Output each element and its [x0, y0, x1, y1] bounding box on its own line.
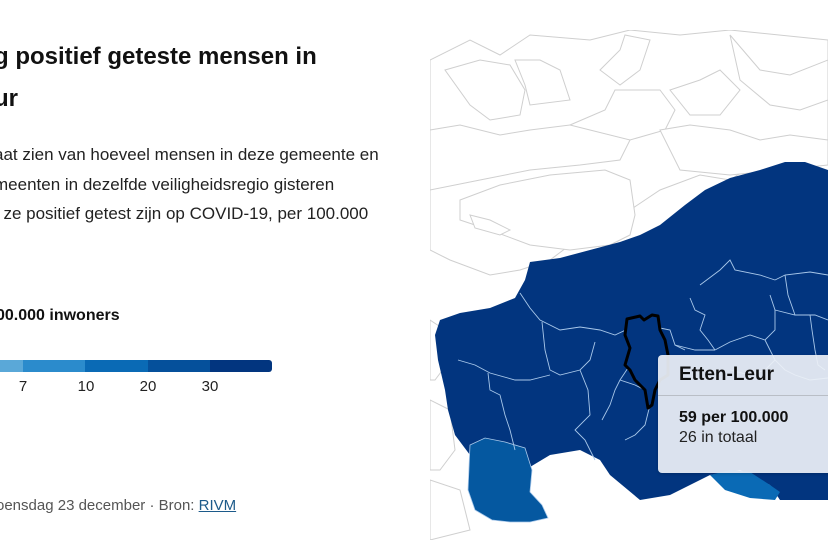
- page-title: g positief geteste mensen in ur: [0, 36, 317, 120]
- description-line-3: t ze positief getest zijn op COVID-19, p…: [0, 204, 369, 223]
- municipality-medium[interactable]: [467, 437, 549, 523]
- tooltip-municipality-name: Etten-Leur: [658, 355, 828, 396]
- legend-tick-label: 10: [77, 378, 95, 395]
- map-tooltip: Etten-Leur 59 per 100.000 26 in totaal: [658, 355, 828, 473]
- source-link-rivm[interactable]: RIVM: [198, 497, 237, 514]
- legend-segment-3: [148, 360, 210, 372]
- legend-segment-4: [210, 360, 272, 372]
- description-line-2: meenten in dezelfde veiligheidsregio gis…: [0, 174, 335, 194]
- municipality-etten-leur-selected[interactable]: [623, 313, 670, 410]
- legend-color-scale: [0, 360, 272, 372]
- legend-tick-label: 30: [201, 378, 219, 395]
- title-line-1: g positief geteste mensen in: [0, 43, 317, 70]
- description: aat zien van hoeveel mensen in deze geme…: [0, 140, 379, 229]
- tooltip-total: 26 in totaal: [679, 429, 758, 446]
- legend-segment-2: [85, 360, 148, 372]
- legend-tick-label: 7: [18, 378, 28, 395]
- description-line-1: aat zien van hoeveel mensen in deze geme…: [0, 145, 379, 164]
- legend-title: 00.000 inwoners: [0, 307, 120, 324]
- chart-text-panel: g positief geteste mensen in ur aat zien…: [0, 36, 379, 514]
- legend-segment-1: [23, 360, 85, 372]
- legend-segment-0: [0, 360, 23, 372]
- title-line-2: ur: [0, 85, 18, 112]
- tooltip-rate: 59 per 100.000: [679, 409, 789, 426]
- footer-date-text: oensdag 23 december · Bron:: [0, 497, 199, 514]
- legend-tick-label: 20: [139, 378, 157, 395]
- legend-tick-labels: 7 10 20 30: [0, 378, 300, 400]
- municipality-light[interactable]: [710, 470, 780, 500]
- footer-source: oensdag 23 december · Bron: RIVM: [0, 497, 236, 514]
